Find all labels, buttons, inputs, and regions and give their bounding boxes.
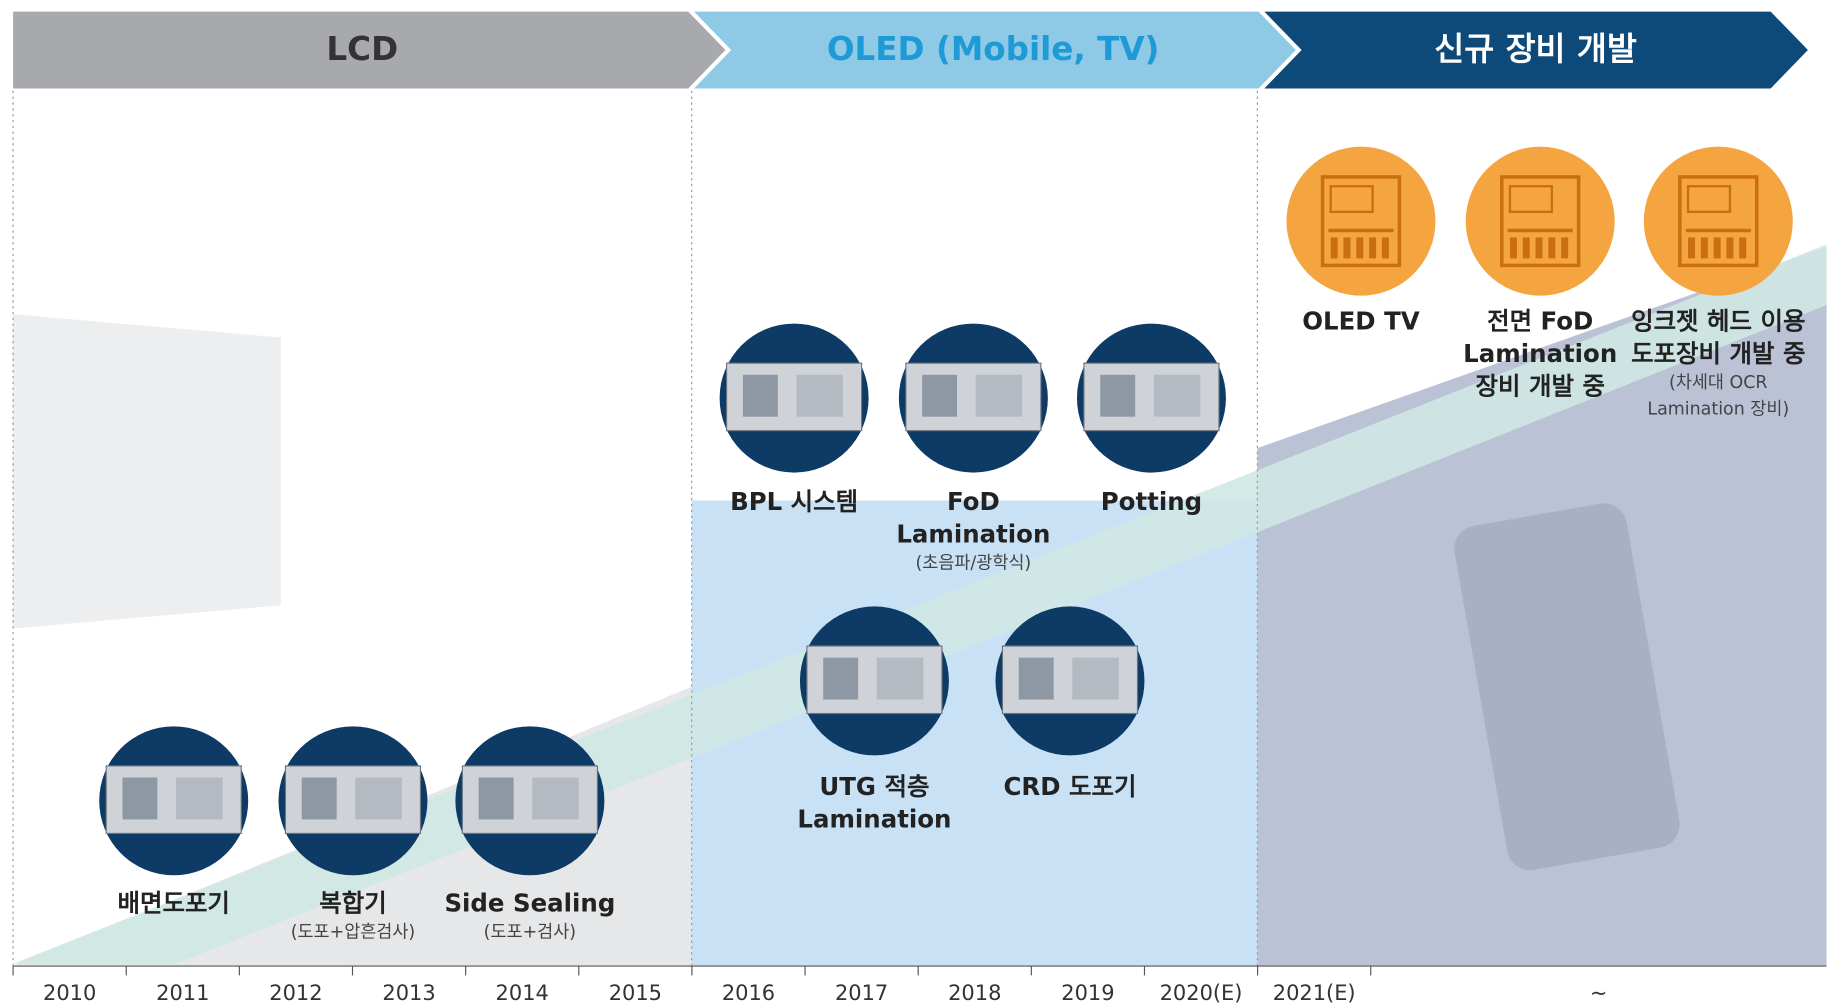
item-label: Lamination [896, 519, 1050, 548]
year: 2013 [382, 981, 435, 1005]
icon [1329, 185, 1374, 214]
year: 2017 [835, 981, 888, 1005]
equipment [478, 777, 514, 820]
dividers [12, 90, 1258, 967]
icon [1726, 237, 1734, 259]
equipment [876, 657, 924, 700]
equipment [355, 777, 402, 820]
equipment [1153, 374, 1201, 417]
item-sub: (초음파/광학식) [915, 553, 1031, 573]
equipment [823, 657, 859, 700]
item-sub: (도포+압흔검사) [291, 922, 415, 942]
phase-chevron [694, 11, 1296, 89]
icon-circle [1465, 146, 1615, 296]
item-label: 복합기 [319, 888, 386, 917]
year: 2016 [722, 981, 775, 1005]
phase-chevron [13, 11, 726, 89]
icon [1686, 185, 1732, 214]
icon [1356, 237, 1364, 259]
equipment [301, 777, 337, 820]
icon [1713, 237, 1721, 259]
icon [1700, 237, 1708, 259]
icon [1678, 175, 1759, 268]
item-sub: (차세대 OCR [1669, 373, 1768, 393]
icon [1688, 237, 1696, 259]
year: 2011 [156, 981, 209, 1005]
equipment [1100, 374, 1136, 417]
icon [1500, 175, 1581, 268]
oled-area [691, 500, 1258, 967]
year: 2020(E) [1160, 981, 1243, 1005]
phase-title: OLED (Mobile, TV) [827, 30, 1160, 68]
item-label: OLED TV [1302, 306, 1420, 335]
item-label: Potting [1101, 487, 1202, 516]
item-label: BPL 시스템 [730, 487, 858, 516]
year: 2019 [1061, 981, 1114, 1005]
phase-title: LCD [326, 30, 398, 68]
icon [1343, 237, 1351, 259]
item-label: 전면 FoD [1487, 306, 1593, 335]
tv-image [13, 314, 281, 629]
icon [1320, 175, 1402, 268]
item-label: 도포장비 개발 중 [1631, 339, 1805, 368]
equipment [176, 777, 223, 820]
item-label: FoD [947, 487, 1000, 516]
icon-circle [1286, 146, 1436, 296]
equipment [796, 374, 843, 417]
year: 2015 [609, 981, 662, 1005]
icon [1561, 237, 1569, 259]
year: 2014 [496, 981, 549, 1005]
icon [1369, 237, 1377, 259]
icon [1508, 185, 1554, 214]
equipment [122, 777, 158, 820]
year: 2021(E) [1273, 981, 1356, 1005]
item-label: 장비 개발 중 [1475, 372, 1604, 401]
item-label: 배면도포기 [118, 888, 230, 917]
equipment [742, 374, 778, 417]
equipment [532, 777, 579, 820]
equipment [1018, 657, 1054, 700]
phase-chevron [1264, 11, 1808, 89]
icon-circle [1643, 146, 1793, 296]
icon [1739, 237, 1747, 259]
equipment [1072, 657, 1119, 700]
item-sub: Lamination 장비) [1647, 400, 1789, 420]
item-label: Side Sealing [444, 888, 615, 917]
icon [1535, 237, 1543, 259]
equipment [975, 374, 1023, 417]
item-label: CRD 도포기 [1003, 772, 1136, 801]
item-sub: (도포+검사) [484, 922, 576, 942]
equipment [922, 374, 958, 417]
item-label: 잉크젯 헤드 이용 [1631, 306, 1805, 335]
year: 2018 [948, 981, 1001, 1005]
phase-title: 신규 장비 개발 [1434, 30, 1637, 68]
icon [1381, 237, 1389, 259]
year: 2010 [43, 981, 96, 1005]
item-label: Lamination [1463, 339, 1617, 368]
year: ~ [1590, 981, 1608, 1005]
icon [1522, 237, 1530, 259]
year: 2012 [269, 981, 322, 1005]
item-label: UTG 적층 [819, 772, 929, 801]
item-label: Lamination [797, 805, 951, 834]
icon [1548, 237, 1556, 259]
phone-image [1454, 503, 1680, 871]
icon [1509, 237, 1517, 259]
icon [1330, 237, 1338, 259]
